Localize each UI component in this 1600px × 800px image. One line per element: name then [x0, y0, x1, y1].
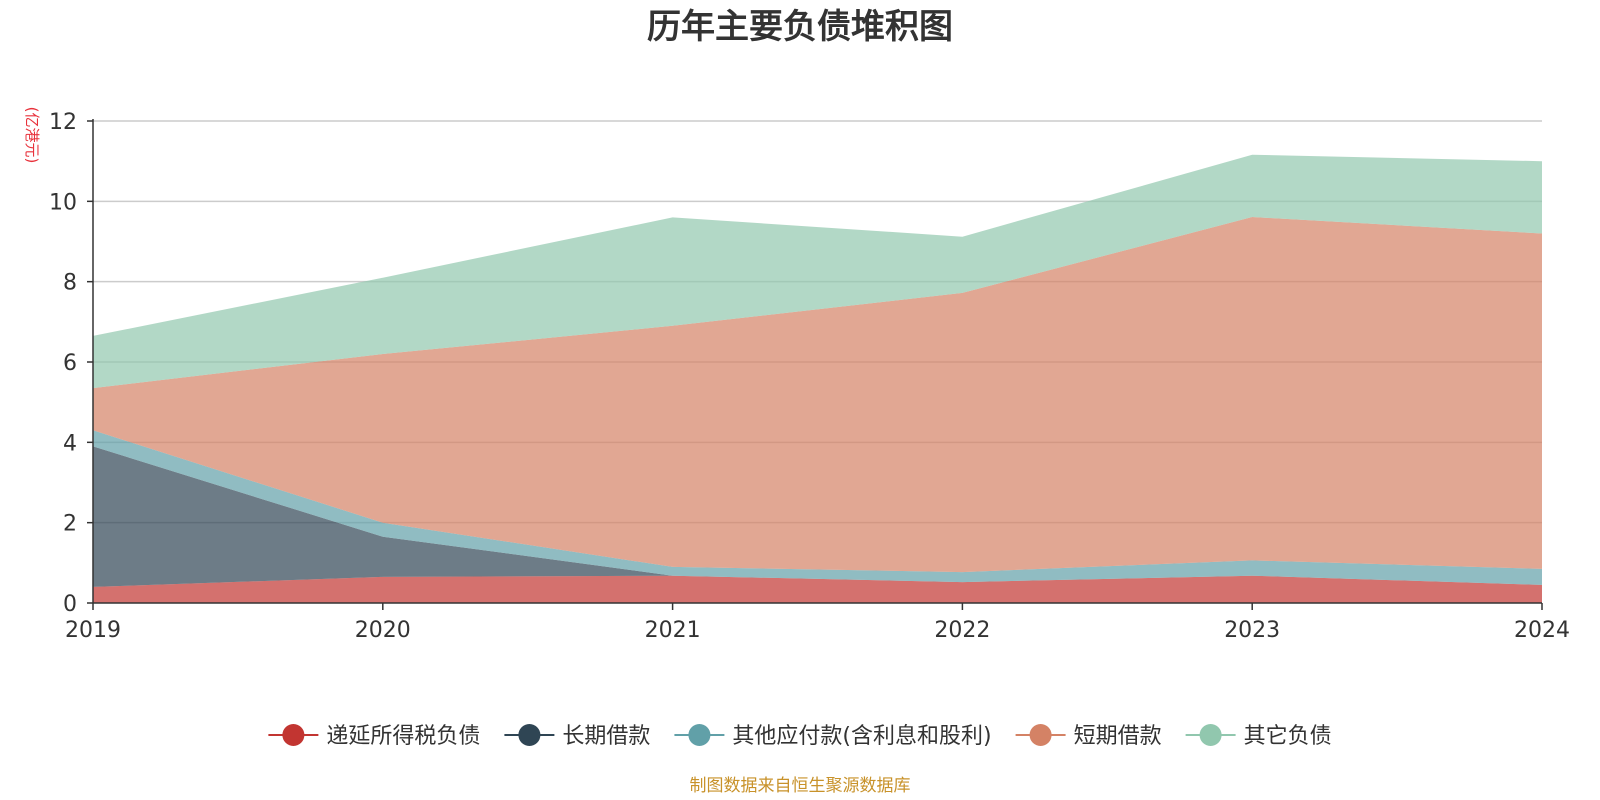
- x-tick-label-2020: 2020: [355, 618, 411, 643]
- y-tick-label-4: 4: [63, 431, 77, 456]
- area-series-1: [93, 446, 1542, 587]
- legend-item-4: 其它负债: [1185, 724, 1332, 749]
- legend-label-1: 长期借款: [562, 724, 650, 749]
- x-tick-label-2021: 2021: [645, 618, 701, 643]
- x-tick-label-2022: 2022: [934, 618, 990, 643]
- area-series-0: [93, 575, 1542, 603]
- legend-label-3: 短期借款: [1074, 724, 1162, 749]
- legend-item-1: 长期借款: [504, 724, 650, 749]
- x-tick-labels: 2019 2020 2021 2022 2023 2024: [65, 618, 1570, 643]
- stacked-areas: [93, 154, 1542, 603]
- y-tick-label-0: 0: [63, 592, 77, 617]
- y-tick-label-12: 12: [49, 110, 77, 135]
- area-series-4: [93, 154, 1542, 389]
- legend-marker-1: [518, 724, 541, 746]
- y-axis-unit-label: (亿港元): [23, 107, 41, 164]
- legend-item-3: 短期借款: [1015, 724, 1162, 749]
- axes: [87, 119, 1543, 610]
- legend-label-0: 递延所得税负债: [326, 724, 480, 749]
- y-tick-label-8: 8: [63, 271, 77, 296]
- area-series-3: [93, 217, 1542, 573]
- legend-marker-3: [1029, 724, 1052, 746]
- y-tick-label-2: 2: [63, 512, 77, 537]
- legend-marker-4: [1199, 724, 1222, 746]
- y-tick-labels: 0 2 4 6 8 10 12: [49, 110, 77, 617]
- x-tick-label-2023: 2023: [1224, 618, 1280, 643]
- legend-marker-0: [282, 724, 305, 746]
- x-tick-label-2019: 2019: [65, 618, 121, 643]
- legend-label-4: 其它负债: [1244, 724, 1332, 749]
- y-tick-label-10: 10: [49, 190, 77, 215]
- chart-title: 历年主要负债堆积图: [647, 7, 953, 47]
- data-source-note: 制图数据来自恒生聚源数据库: [690, 776, 911, 796]
- legend-label-2: 其他应付款(含利息和股利): [732, 724, 991, 749]
- legend-item-0: 递延所得税负债: [268, 724, 480, 749]
- legend: 递延所得税负债 长期借款 其他应付款(含利息和股利) 短期借款 其它负债: [268, 724, 1332, 749]
- legend-marker-2: [688, 724, 711, 746]
- area-series-2: [93, 430, 1542, 585]
- x-tick-label-2024: 2024: [1514, 618, 1570, 643]
- legend-item-2: 其他应付款(含利息和股利): [674, 724, 992, 749]
- y-tick-label-6: 6: [63, 351, 77, 376]
